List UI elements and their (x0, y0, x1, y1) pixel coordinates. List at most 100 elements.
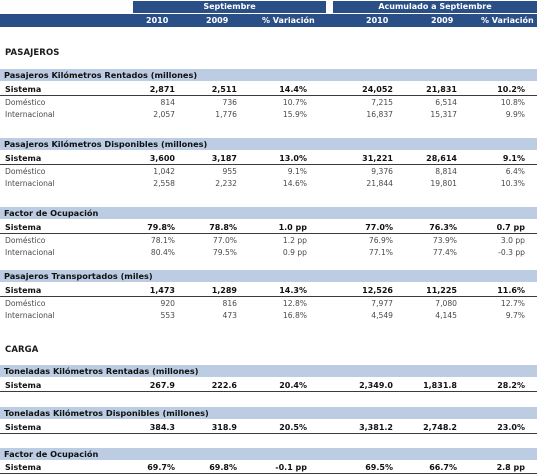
cell-2010-acum: 3,381.2 (359, 423, 393, 432)
cell-2009-acum: 11,225 (426, 286, 457, 295)
cell-variation-acum: 0.7 pp (496, 223, 525, 232)
cell-variation-sep: 0.9 pp (282, 248, 307, 257)
cell-2009-acum: 2,748.2 (423, 423, 457, 432)
cell-2010-sep: 80.4% (150, 248, 175, 257)
cell-2009-acum: 1,831.8 (423, 381, 457, 390)
cell-2010-acum: 24,052 (362, 85, 393, 94)
row-label: Sistema (5, 423, 42, 432)
cell-2009-acum: 77.4% (432, 248, 457, 257)
cell-2010-sep: 267.9 (149, 381, 175, 390)
cell-2009-acum: 6,514 (435, 98, 457, 107)
group-band: Pasajeros Transportados (miles) (0, 270, 537, 282)
group-title: Toneladas Kilómetros Rentadas (millones) (4, 366, 199, 376)
cell-variation-sep: 14.6% (282, 179, 307, 188)
group-title: Pasajeros Transportados (miles) (4, 271, 153, 281)
column-header-row: 2010 2009 % Variación 2010 2009 % Variac… (0, 14, 537, 27)
row-label: Doméstico (5, 236, 46, 245)
cell-variation-sep: 9.1% (287, 167, 307, 176)
cell-2009-sep: 77.0% (212, 236, 237, 245)
cell-variation-sep: 16.8% (282, 311, 307, 320)
cell-variation-acum: 12.7% (500, 299, 525, 308)
cell-2009-sep: 736 (222, 98, 238, 107)
table-row: Sistema 267.9 222.6 20.4% 2,349.0 1,831.… (0, 380, 537, 392)
group-title: Factor de Ocupación (4, 449, 99, 459)
cell-variation-acum: 11.6% (497, 286, 525, 295)
cell-2010-sep: 384.3 (149, 423, 175, 432)
cell-2009-acum: 15,317 (430, 110, 457, 119)
table-row: Doméstico 814 736 10.7% 7,215 6,514 10.8… (0, 97, 537, 108)
table-row: Sistema 3,600 3,187 13.0% 31,221 28,614 … (0, 153, 537, 165)
section-title-carga: CARGA (5, 345, 39, 355)
cell-2010-acum: 31,221 (362, 154, 393, 163)
cell-variation-acum: 9.1% (502, 154, 525, 163)
cell-variation-sep: 12.8% (282, 299, 307, 308)
cell-2009-sep: 69.8% (209, 463, 237, 472)
cell-2010-acum: 77.0% (365, 223, 393, 232)
cell-2010-sep: 1,473 (149, 286, 175, 295)
row-label: Internacional (5, 110, 55, 119)
cell-2009-acum: 7,080 (435, 299, 457, 308)
cell-variation-sep: 10.7% (282, 98, 307, 107)
row-label: Doméstico (5, 299, 46, 308)
cell-2010-sep: 2,558 (153, 179, 175, 188)
cell-2010-acum: 4,549 (371, 311, 393, 320)
cell-2010-acum: 76.9% (368, 236, 393, 245)
group-band: Factor de Ocupación (0, 207, 537, 219)
group-title: Pasajeros Kilómetros Disponibles (millon… (4, 139, 208, 149)
row-label: Sistema (5, 381, 42, 390)
cell-variation-sep: 13.0% (279, 154, 307, 163)
col-header-variation-acum: % Variación (481, 16, 534, 25)
cell-2009-sep: 318.9 (211, 423, 237, 432)
table-row: Doméstico 78.1% 77.0% 1.2 pp 76.9% 73.9%… (0, 235, 537, 246)
table-row: Sistema 384.3 318.9 20.5% 3,381.2 2,748.… (0, 422, 537, 434)
table-row: Internacional 553 473 16.8% 4,549 4,145 … (0, 310, 537, 321)
row-label: Doméstico (5, 98, 46, 107)
cell-2009-sep: 78.8% (209, 223, 237, 232)
group-band: Pasajeros Kilómetros Rentados (millones) (0, 69, 537, 81)
cell-2009-acum: 28,614 (426, 154, 457, 163)
cell-2009-sep: 816 (222, 299, 238, 308)
cell-2010-sep: 3,600 (149, 154, 175, 163)
cell-2009-sep: 79.5% (212, 248, 237, 257)
group-band: Toneladas Kilómetros Rentadas (millones) (0, 365, 537, 377)
cell-variation-acum: 6.4% (505, 167, 525, 176)
table-row: Internacional 2,558 2,232 14.6% 21,844 1… (0, 178, 537, 189)
cell-variation-sep: 1.2 pp (282, 236, 307, 245)
table-row: Sistema 1,473 1,289 14.3% 12,526 11,225 … (0, 285, 537, 297)
group-band: Pasajeros Kilómetros Disponibles (millon… (0, 138, 537, 150)
table-row: Sistema 69.7% 69.8% -0.1 pp 69.5% 66.7% … (0, 462, 537, 474)
cell-2009-acum: 73.9% (432, 236, 457, 245)
table-row: Sistema 2,871 2,511 14.4% 24,052 21,831 … (0, 84, 537, 96)
cell-2010-acum: 7,215 (371, 98, 393, 107)
cell-2010-acum: 69.5% (365, 463, 393, 472)
table-row: Doméstico 1,042 955 9.1% 9,376 8,814 6.4… (0, 166, 537, 177)
cell-2010-sep: 79.8% (147, 223, 175, 232)
cell-2010-sep: 1,042 (153, 167, 175, 176)
row-label: Internacional (5, 179, 55, 188)
group-title: Pasajeros Kilómetros Rentados (millones) (4, 70, 198, 80)
cell-2009-acum: 8,814 (435, 167, 457, 176)
table-row: Sistema 79.8% 78.8% 1.0 pp 77.0% 76.3% 0… (0, 222, 537, 234)
cell-2010-acum: 16,837 (366, 110, 393, 119)
header-group-accumulated: Acumulado a Septiembre (333, 1, 537, 13)
cell-2010-sep: 814 (160, 98, 176, 107)
cell-2009-acum: 4,145 (435, 311, 457, 320)
cell-variation-sep: 20.4% (279, 381, 307, 390)
group-band: Toneladas Kilómetros Disponibles (millon… (0, 407, 537, 419)
cell-variation-acum: -0.3 pp (498, 248, 525, 257)
cell-2009-sep: 1,776 (215, 110, 237, 119)
col-header-variation-sep: % Variación (262, 16, 315, 25)
row-label: Doméstico (5, 167, 46, 176)
cell-variation-acum: 9.7% (505, 311, 525, 320)
cell-2010-sep: 2,057 (153, 110, 175, 119)
cell-2009-acum: 21,831 (426, 85, 457, 94)
header-group-september: Septiembre (133, 1, 326, 13)
cell-variation-sep: 1.0 pp (278, 223, 307, 232)
cell-2010-acum: 12,526 (362, 286, 393, 295)
row-label: Sistema (5, 463, 42, 472)
table-row: Internacional 2,057 1,776 15.9% 16,837 1… (0, 109, 537, 120)
cell-2010-sep: 553 (160, 311, 176, 320)
group-title: Factor de Ocupación (4, 208, 99, 218)
cell-2010-acum: 2,349.0 (359, 381, 393, 390)
cell-variation-acum: 10.8% (500, 98, 525, 107)
